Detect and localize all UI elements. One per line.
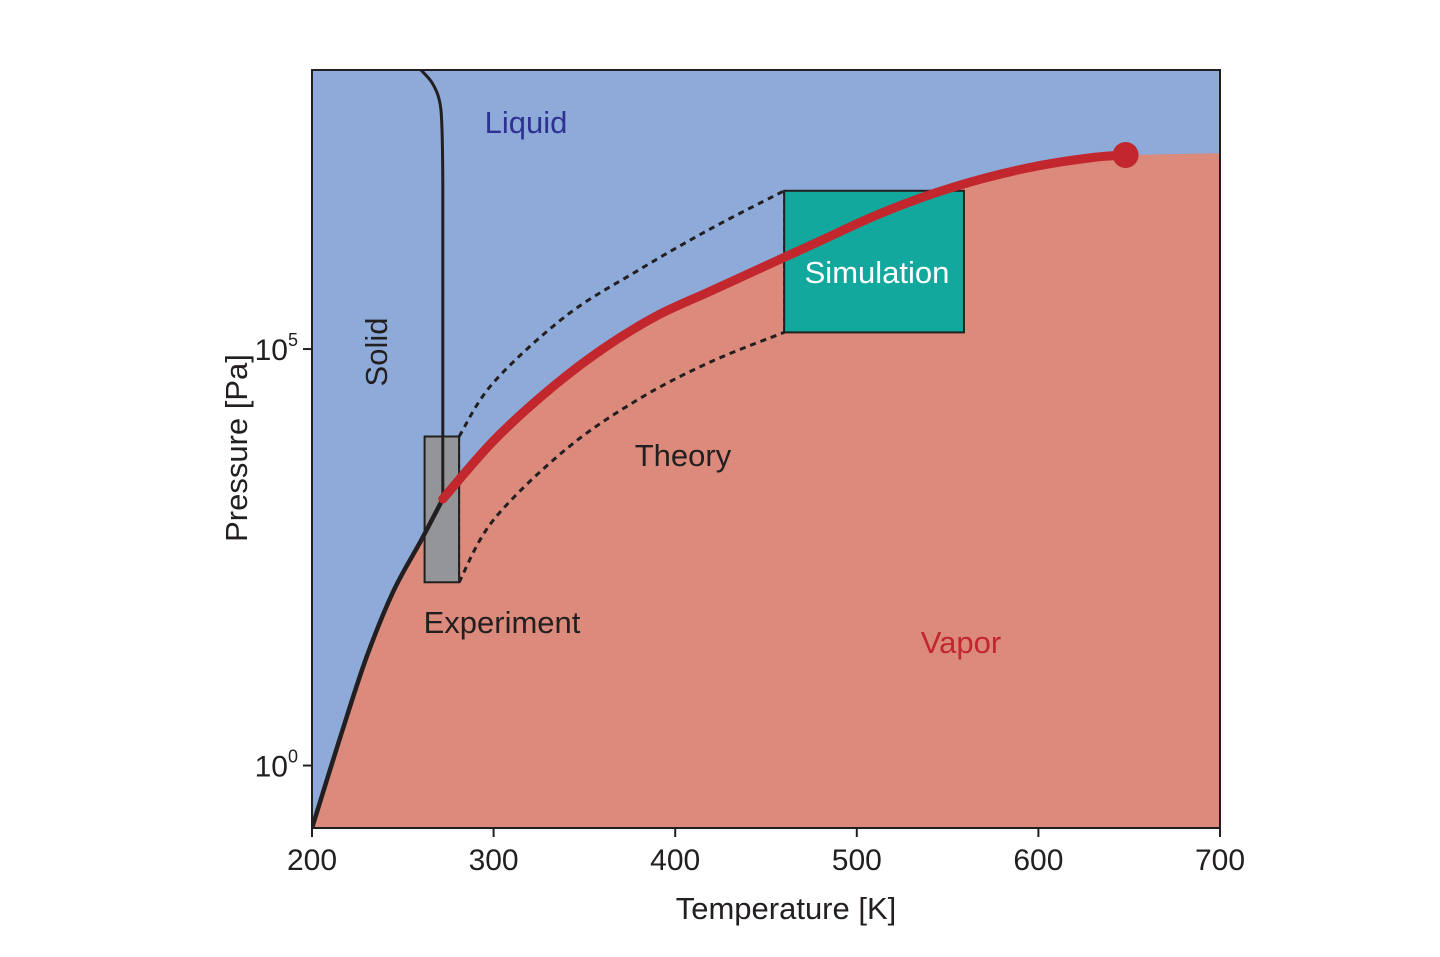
- x-tick-label: 500: [832, 844, 882, 877]
- y-tick-label: 105: [255, 330, 298, 367]
- x-tick-label: 700: [1195, 844, 1245, 877]
- experiment-label: Experiment: [424, 605, 581, 640]
- theory-label: Theory: [635, 438, 732, 473]
- theory-envelope-upper-line: [457, 189, 785, 438]
- x-tick-label: 600: [1013, 844, 1063, 877]
- theory-envelope-lower-line: [457, 331, 785, 584]
- sublimation-curve: [312, 497, 445, 828]
- simulation-label: Simulation: [805, 255, 950, 290]
- y-axis: 100 105: [255, 330, 312, 784]
- solid-label: Solid: [359, 318, 394, 387]
- y-tick-label: 100: [255, 747, 298, 784]
- melting-curve: [419, 70, 445, 500]
- simulation-box: [783, 189, 965, 334]
- vapor-label: Vapor: [921, 625, 1001, 660]
- x-tick-label: 400: [650, 844, 700, 877]
- plot-frame: [311, 69, 1221, 829]
- x-axis-title: Temperature [K]: [676, 891, 897, 926]
- x-tick-label: 200: [287, 844, 337, 877]
- liquid-label: Liquid: [485, 105, 568, 140]
- vapor-liquid-coexistence-curve: [438, 150, 1131, 504]
- x-axis: 200 300 400 500 600 700: [287, 828, 1245, 877]
- critical-point-marker: [1112, 141, 1139, 168]
- y-axis-title: Pressure [Pa]: [219, 354, 254, 542]
- vapor-region: [312, 153, 1220, 828]
- x-tick-label: 300: [469, 844, 519, 877]
